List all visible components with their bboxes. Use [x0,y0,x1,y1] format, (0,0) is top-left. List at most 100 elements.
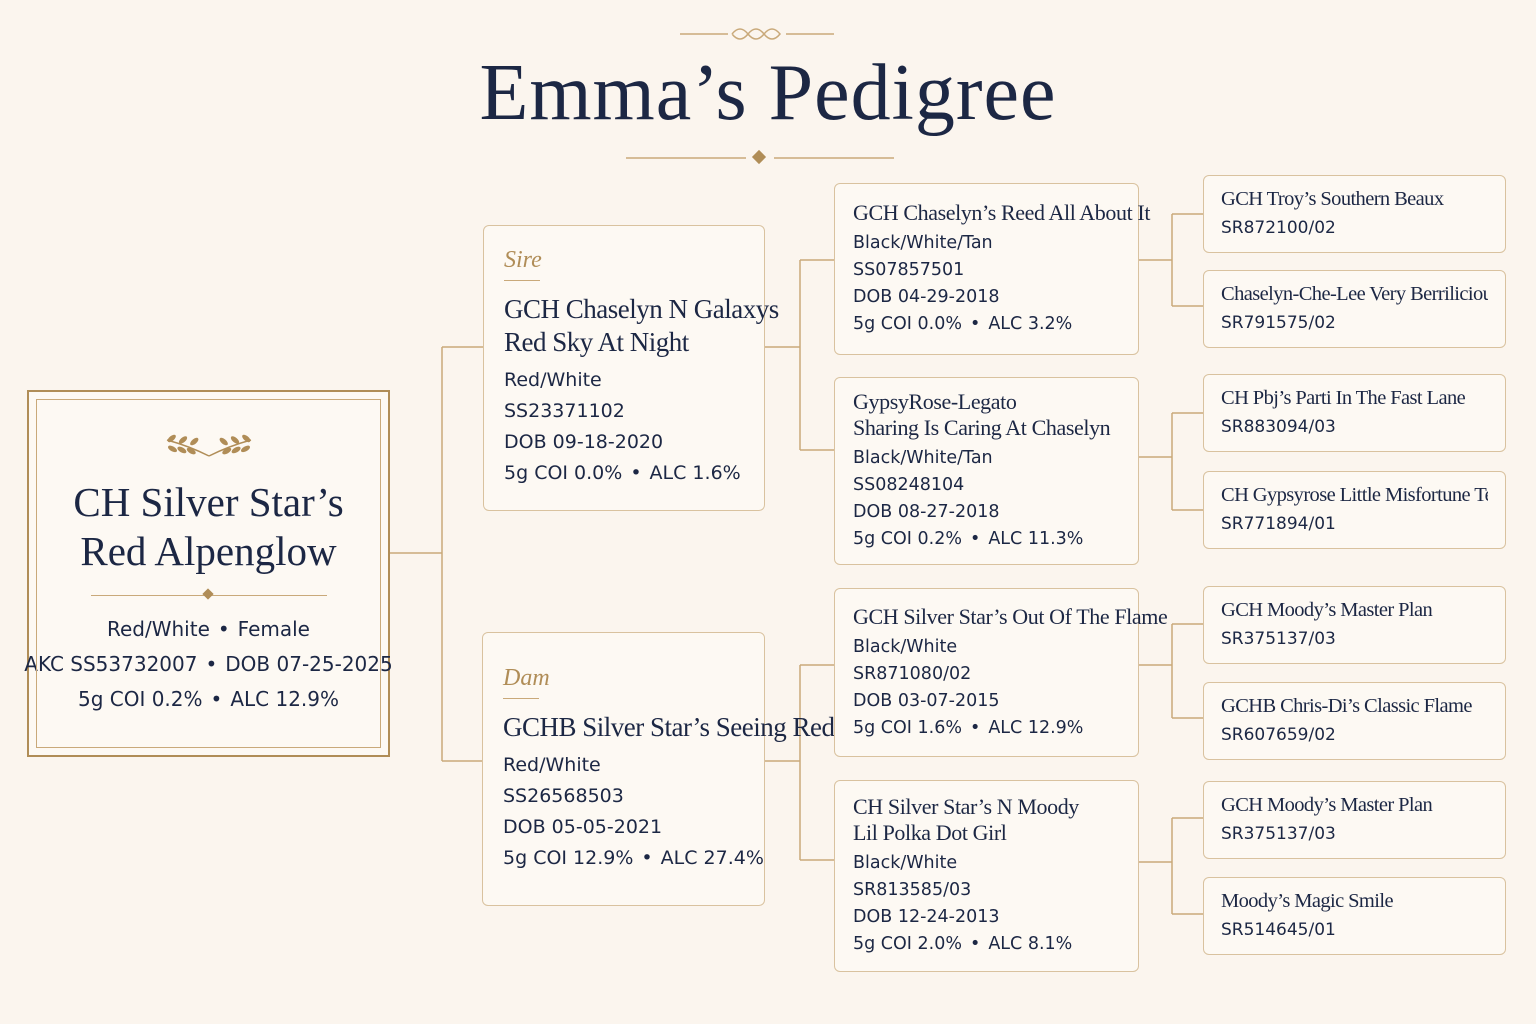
separator: • [217,617,230,641]
info-row: 5g COI 12.9% • ALC 27.4% [503,843,764,874]
field: ALC 1.6% [649,462,741,484]
registration: SR607659/02 [1221,725,1336,745]
role-underline [504,280,540,281]
role-underline [503,697,539,699]
title: Emma’s Pedigree [479,49,1057,137]
separator: • [969,314,981,334]
grandparent-card: GypsyRose-Legato Sharing Is Caring At Cha… [834,377,1139,565]
divider [90,588,327,602]
great-grandparent-name: CH Gypsyrose Little Misfortune Teller [1221,484,1488,506]
field: 5g COI 2.0% [853,934,962,954]
info-row: Red/White • Female [107,612,310,647]
grandparent-name: CH Silver Star’s N Moody [853,794,1079,819]
field: Black/White/Tan [853,448,993,468]
subject-name: CH Silver Star’s [73,479,344,525]
separator: • [969,717,981,738]
field: DOB 05-05-2021 [503,815,663,838]
field: ALC 3.2% [988,314,1073,334]
field: SS23371102 [504,400,625,422]
subject-card: CH Silver Star’s Red Alpenglow Red/White • F… [24,390,393,757]
field: Red/White [504,369,602,391]
great-grandparent-name: Moody’s Magic Smile [1221,890,1394,912]
registration: SR791575/02 [1221,313,1336,333]
grandparent-name: GCH Silver Star’s Out Of The Flame [853,603,1168,629]
grandparent-card: CH Silver Star’s N Moody Lil Polka Dot Gi… [834,780,1139,972]
separator: • [969,934,981,954]
separator: • [641,846,653,869]
grandparent-card: GCH Silver Star’s Out Of The Flame Black/… [834,588,1168,757]
parent-card: Dam GCHB Silver Star’s Seeing Red Red/Whit… [482,632,835,906]
field: Black/White [853,853,958,873]
grandparent-name: Sharing Is Caring At Chaselyn [853,415,1111,440]
registration: SR771894/01 [1221,514,1336,534]
great-grandparent-name: GCH Troy’s Southern Beaux [1221,188,1444,210]
info-row: 5g COI 1.6% • ALC 12.9% [853,715,1120,742]
field: Red/White [503,753,601,776]
field: Black/White/Tan [853,233,993,253]
field: DOB 12-24-2013 [853,907,1000,927]
field: 5g COI 0.0% [853,314,962,334]
registration: SR872100/02 [1221,218,1336,238]
field: ALC 12.9% [230,687,340,711]
field: DOB 07-25-2025 [225,652,393,676]
field: 5g COI 0.0% [504,462,623,484]
parent-name: GCHB Silver Star’s Seeing Red [503,711,835,742]
separator: • [205,652,218,676]
info-row: 5g COI 0.0% • ALC 1.6% [504,458,744,489]
field: 5g COI 1.6% [853,717,962,738]
great-grandparent-name: GCH Moody’s Master Plan [1221,599,1433,621]
field: SS07857501 [853,260,965,280]
field: DOB 04-29-2018 [853,287,1000,307]
field: SS08248104 [853,475,965,495]
great-grandparent-name: GCHB Chris-Di’s Classic Flame [1221,695,1472,717]
grandparent-card: GCH Chaselyn’s Reed All About It Black/Wh… [834,183,1151,355]
great-grandparent-card: GCHB Chris-Di’s Classic Flame SR607659/02 [1203,682,1506,760]
grandparent-name: Lil Polka Dot Girl [853,820,1007,845]
field: AKC SS53732007 [24,652,198,676]
field: SS26568503 [503,784,624,807]
role-label: Dam [503,664,550,691]
registration: SR375137/03 [1221,824,1336,844]
registration: SR375137/03 [1221,629,1336,649]
field: ALC 12.9% [988,717,1084,738]
separator: • [210,687,223,711]
field: DOB 03-07-2015 [853,690,1000,711]
great-grandparent-name: Chaselyn-Che-Lee Very Berrilicious [1221,283,1488,305]
field: ALC 27.4% [660,846,764,869]
subject-frame [36,399,381,748]
field: DOB 09-18-2020 [504,431,664,453]
field: Female [237,617,310,641]
great-grandparent-card: CH Gypsyrose Little Misfortune Teller SR7… [1203,471,1506,549]
info-row: 5g COI 2.0% • ALC 8.1% [853,931,1120,958]
great-grandparent-name: GCH Moody’s Master Plan [1221,794,1433,816]
registration: SR883094/03 [1221,417,1336,437]
great-grandparent-card: CH Pbj’s Parti In The Fast Lane SR883094/… [1203,374,1506,452]
great-grandparent-card: GCH Moody’s Master Plan SR375137/03 [1203,781,1506,859]
great-grandparent-card: GCH Moody’s Master Plan SR375137/03 [1203,586,1506,664]
registration: SR514645/01 [1221,920,1336,940]
field: DOB 08-27-2018 [853,502,1000,522]
role-label: Sire [504,247,542,273]
field: Red/White [106,617,210,641]
field: Black/White [853,636,958,657]
laurel-icon [166,434,251,457]
grandparent-name: GypsyRose-Legato [853,389,1017,414]
great-grandparent-card: Moody’s Magic Smile SR514645/01 [1203,877,1506,955]
field: ALC 11.3% [988,529,1084,549]
info-row: 5g COI 0.0% • ALC 3.2% [853,311,1120,338]
great-grandparent-card: GCH Troy’s Southern Beaux SR872100/02 [1203,175,1506,253]
separator: • [969,529,981,549]
info-row: 5g COI 0.2% • ALC 12.9% [78,682,339,717]
grandparent-name: GCH Chaselyn’s Reed All About It [853,200,1151,225]
info-row: 5g COI 0.2% • ALC 11.3% [853,526,1120,553]
info-row: AKC SS53732007 • DOB 07-25-2025 [24,647,392,682]
field: 5g COI 12.9% [503,846,634,869]
field: SR813585/03 [853,880,972,900]
field: ALC 8.1% [988,934,1073,954]
field: 5g COI 0.2% [853,529,962,549]
parent-name: Red Sky At Night [504,327,689,357]
great-grandparent-name: CH Pbj’s Parti In The Fast Lane [1221,387,1466,409]
great-grandparent-card: Chaselyn-Che-Lee Very Berrilicious SR7915… [1203,270,1506,348]
